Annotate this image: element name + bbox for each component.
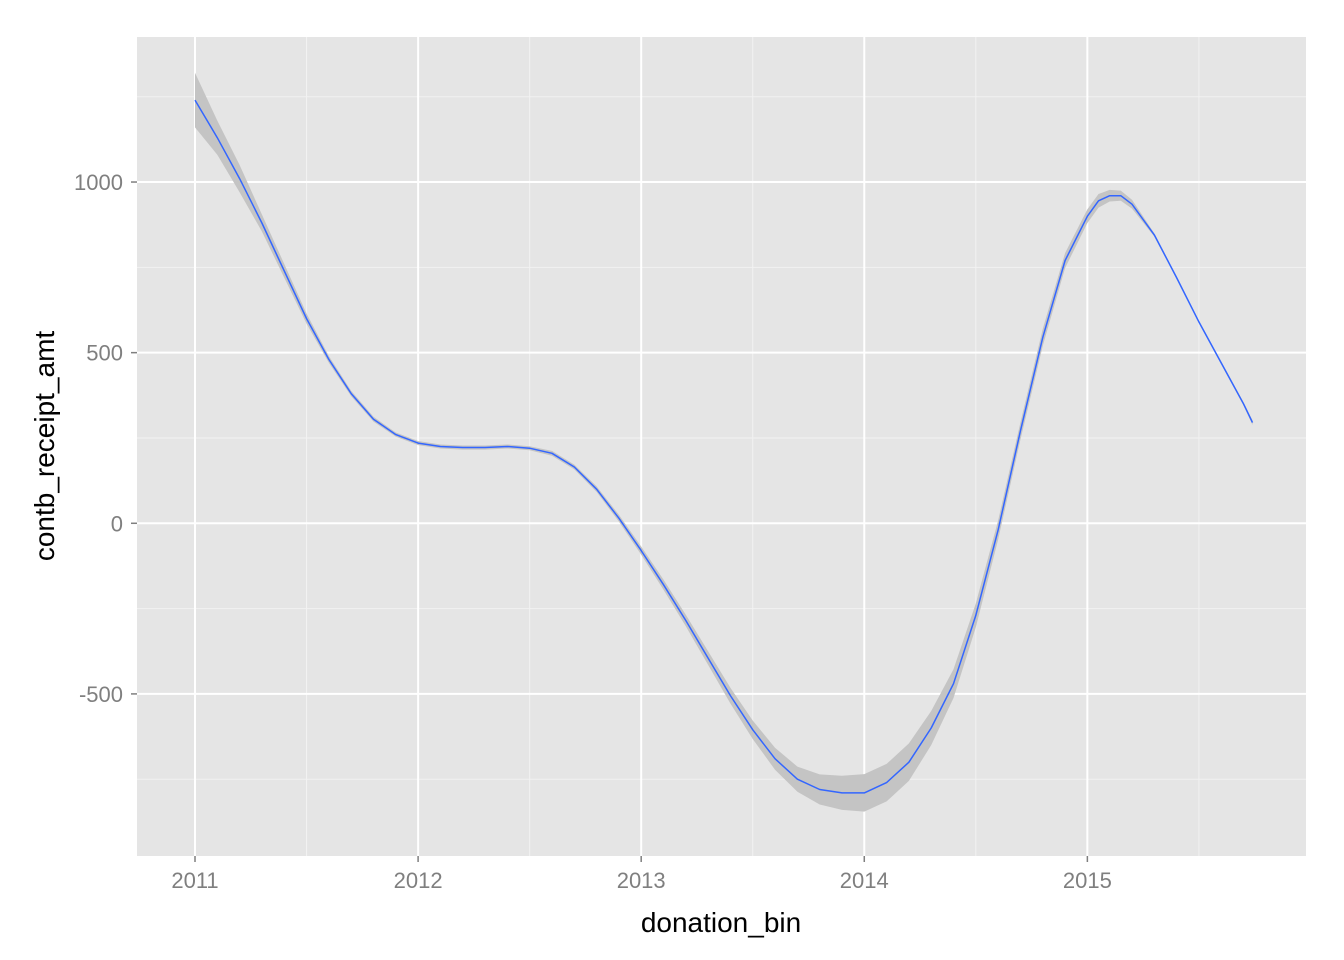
y-axis-title: contb_receipt_amt [29,331,60,562]
x-tick-label: 2015 [1063,868,1112,893]
y-tick-label: 500 [86,341,123,366]
y-tick-label: -500 [79,682,123,707]
x-tick-label: 2013 [617,868,666,893]
y-tick-label: 0 [111,511,123,536]
x-tick-label: 2012 [394,868,443,893]
y-tick-label: 1000 [74,170,123,195]
minor-gridlines [137,37,1306,856]
y-axis-ticks: -500 0 500 1000 [74,170,137,707]
plot-panel [137,37,1306,856]
major-gridlines [137,37,1306,856]
x-tick-label: 2014 [840,868,889,893]
x-axis-ticks: 2011 2012 2013 2014 2015 [171,856,1112,893]
x-axis-title: donation_bin [641,907,801,938]
x-tick-label: 2011 [171,868,218,893]
smooth-line [194,99,1254,794]
